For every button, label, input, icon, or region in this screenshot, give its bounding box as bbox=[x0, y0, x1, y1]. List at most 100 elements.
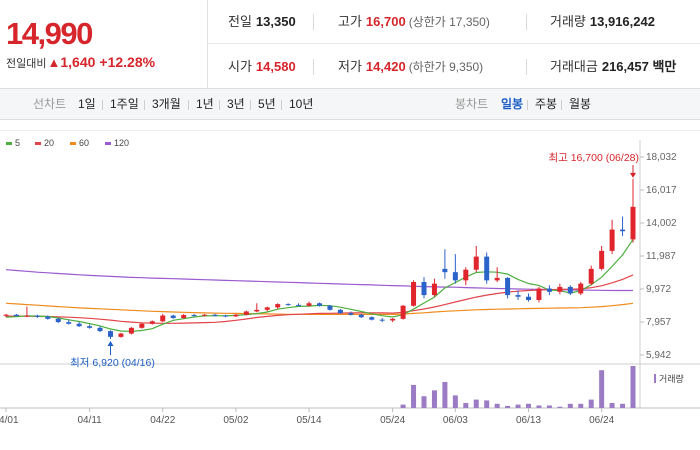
change-percent: +12.28% bbox=[99, 54, 156, 70]
candle-daily-button[interactable]: 일봉 bbox=[501, 97, 524, 111]
candle-body bbox=[191, 315, 197, 317]
period-5y-button[interactable]: 5년 bbox=[258, 97, 276, 111]
stat-low: 저가 14,420 (하한가 9,350) bbox=[338, 45, 483, 89]
candle-body bbox=[275, 304, 281, 308]
candle-body bbox=[620, 229, 626, 232]
candle-body bbox=[588, 268, 594, 284]
candle-body bbox=[306, 303, 312, 306]
candle-body bbox=[358, 314, 364, 318]
candle-body bbox=[45, 316, 51, 319]
volume-bar bbox=[484, 400, 490, 408]
divider bbox=[102, 100, 103, 110]
legend-swatch bbox=[70, 142, 76, 145]
candle-body bbox=[222, 315, 228, 317]
volume-bar bbox=[557, 406, 563, 408]
stat-volume: 거래량 13,916,242 bbox=[550, 0, 655, 44]
x-tick-label: 05/02 bbox=[223, 415, 248, 426]
y-tick-label: 9,972 bbox=[646, 284, 671, 295]
candle-body bbox=[327, 305, 333, 310]
volume-legend-label: 거래량 bbox=[659, 373, 684, 384]
x-tick-label: 06/13 bbox=[516, 415, 541, 426]
volume-bar bbox=[599, 370, 605, 408]
candle-body bbox=[505, 277, 511, 296]
candle-body bbox=[212, 314, 218, 316]
volume-bar bbox=[505, 405, 511, 408]
volume-bar bbox=[578, 403, 584, 408]
candlestick-chart-svg: 5 20 60 120 18,032 16,017 14,002 11,987 9,972 7,9… bbox=[0, 129, 700, 426]
chart-toolbar: 선차트 1일 1주일 3개월 1년 3년 5년 10년 봉차트 일봉 주봉 월봉 bbox=[0, 89, 700, 120]
candle-body bbox=[494, 277, 500, 281]
period-3m-button[interactable]: 3개월 bbox=[152, 97, 181, 111]
quote-summary: 14,990 전일대비▲1,640 +12.28% 전일 13,350 고가 16,7… bbox=[0, 0, 700, 89]
period-3y-button[interactable]: 3년 bbox=[227, 97, 245, 111]
x-tick-label: 04/22 bbox=[150, 415, 175, 426]
legend-label: 5 bbox=[15, 138, 20, 148]
candle-body bbox=[609, 229, 615, 251]
candle-weekly-button[interactable]: 주봉 bbox=[535, 97, 558, 111]
max-annotation-label: 최고 16,700 (06/28) bbox=[548, 152, 639, 164]
x-tick-label: 06/03 bbox=[443, 415, 468, 426]
candle-body bbox=[97, 327, 103, 332]
divider bbox=[526, 59, 527, 75]
price-box: 14,990 전일대비▲1,640 +12.28% bbox=[0, 0, 208, 89]
period-1w-button[interactable]: 1주일 bbox=[110, 97, 139, 111]
candle-body bbox=[149, 321, 155, 324]
legend-label: 20 bbox=[44, 138, 54, 148]
stock-chart: 5 20 60 120 18,032 16,017 14,002 11,987 9,972 7,9… bbox=[0, 129, 700, 450]
x-tick-label: 05/24 bbox=[380, 415, 405, 426]
candle-monthly-button[interactable]: 월봉 bbox=[569, 97, 592, 111]
candle-body bbox=[348, 313, 354, 315]
line-chart-label: 선차트 bbox=[33, 97, 67, 111]
stat-label: 전일 bbox=[228, 14, 252, 29]
period-1y-button[interactable]: 1년 bbox=[196, 97, 214, 111]
candle-body bbox=[546, 288, 552, 292]
divider bbox=[313, 59, 314, 75]
volume-bar bbox=[463, 402, 469, 408]
stat-value: 216,457 백만 bbox=[601, 59, 677, 74]
stat-label: 저가 bbox=[338, 59, 362, 74]
stat-row-2: 시가 14,580 저가 14,420 (하한가 9,350) 거래대금 216,457… bbox=[208, 45, 700, 89]
volume-bar bbox=[442, 381, 448, 408]
legend-label: 60 bbox=[79, 138, 89, 148]
divider bbox=[561, 100, 562, 110]
candle-body bbox=[254, 309, 260, 312]
divider bbox=[250, 100, 251, 110]
y-tick-label: 11,987 bbox=[646, 251, 676, 262]
period-10y-button[interactable]: 10년 bbox=[289, 97, 314, 111]
volume-bar bbox=[452, 395, 458, 408]
min-annotation-label: 최저 6,920 (04/16) bbox=[70, 357, 155, 369]
stat-value: 14,420 bbox=[365, 59, 406, 74]
period-1d-button[interactable]: 1일 bbox=[78, 97, 96, 111]
volume-bar bbox=[588, 399, 594, 408]
candle-body bbox=[379, 319, 385, 321]
candle-chart-label: 봉차트 bbox=[455, 97, 489, 111]
stat-open: 시가 14,580 bbox=[228, 45, 296, 89]
volume-bar bbox=[431, 390, 437, 408]
candle-body bbox=[34, 315, 40, 317]
candle-body bbox=[557, 286, 563, 292]
stat-high: 고가 16,700 (상한가 17,350) bbox=[338, 0, 490, 44]
divider bbox=[527, 100, 528, 110]
candle-body bbox=[452, 272, 458, 281]
candle-body bbox=[87, 326, 93, 328]
up-arrow-icon: ▲ bbox=[47, 55, 61, 70]
candle-body bbox=[76, 323, 82, 327]
volume-bar bbox=[620, 403, 626, 408]
x-tick-label: 05/14 bbox=[297, 415, 322, 426]
max-arrow-head bbox=[630, 172, 636, 178]
candle-body bbox=[317, 303, 322, 306]
legend-swatch bbox=[35, 142, 41, 145]
candle-body bbox=[108, 331, 113, 337]
candle-body bbox=[431, 283, 437, 296]
candle-body bbox=[484, 256, 490, 281]
volume-bar bbox=[546, 405, 552, 408]
ma20-line bbox=[6, 274, 634, 324]
stat-value: 13,916,242 bbox=[589, 14, 655, 29]
candle-body bbox=[421, 281, 427, 296]
divider bbox=[144, 100, 145, 110]
ma120-line bbox=[5, 269, 633, 292]
stat-prev-close: 전일 13,350 bbox=[228, 0, 296, 44]
candle-body bbox=[473, 256, 479, 270]
volume-legend-swatch bbox=[654, 374, 656, 383]
candle-body bbox=[411, 281, 417, 306]
